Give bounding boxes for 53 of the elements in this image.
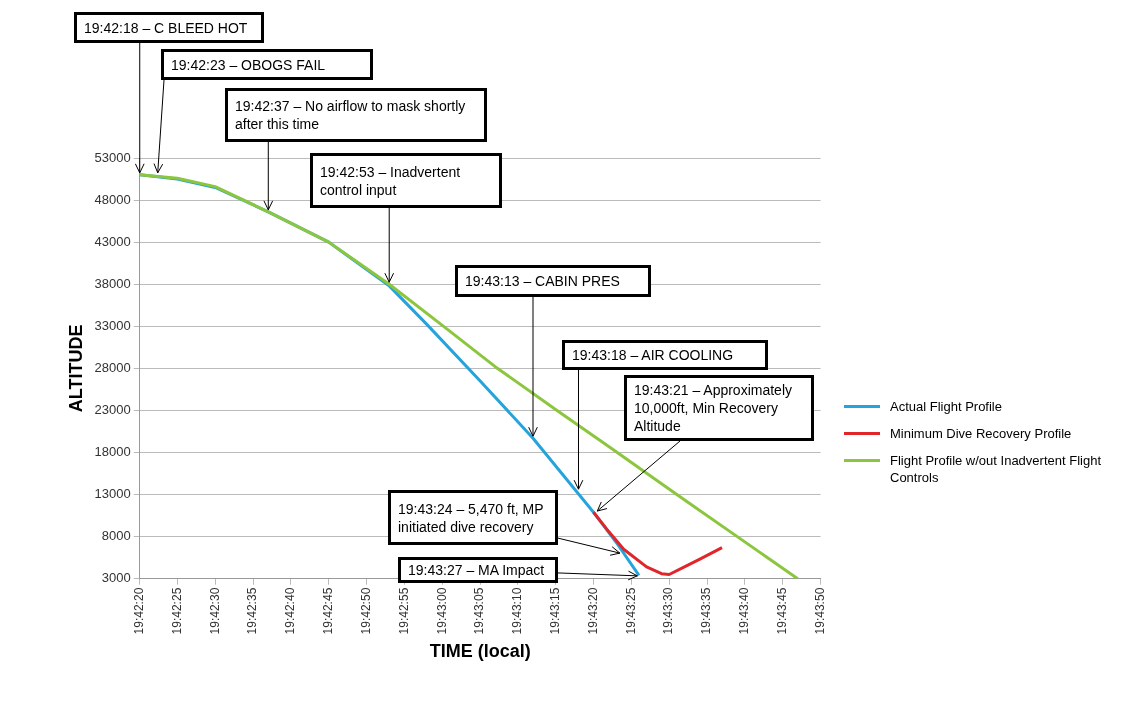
annotation: 19:42:37 – No airflow to mask shortly after this time	[235, 97, 467, 133]
x-tick-label: 19:43:25	[623, 587, 638, 635]
x-tick-label: 19:43:35	[699, 587, 714, 635]
y-axis-title: ALTITUDE	[65, 324, 86, 413]
y-tick-label: 23000	[94, 401, 131, 417]
annotation: 19:43:27 – MA Impact	[408, 561, 545, 579]
annotation: 19:43:13 – CABIN PRES	[465, 272, 620, 290]
x-tick-label: 19:43:30	[661, 587, 676, 635]
x-tick-label: 19:43:10	[510, 587, 525, 635]
legend-label: Actual Flight Profile	[890, 398, 1002, 415]
y-tick-label: 18000	[94, 444, 131, 460]
x-tick-label: 19:42:20	[132, 587, 147, 635]
y-tick-label: 13000	[94, 486, 131, 502]
x-tick-label: 19:42:50	[358, 587, 373, 635]
y-tick-label: 48000	[94, 191, 131, 207]
x-tick-label: 19:42:25	[169, 587, 184, 635]
x-tick-label: 19:43:05	[472, 587, 487, 635]
callout-box: 19:42:18 – C BLEED HOT	[74, 12, 264, 43]
callout-box: 19:42:53 – Inadvertent control input	[310, 153, 502, 208]
x-tick-label: 19:42:35	[245, 587, 260, 635]
callout-box: 19:42:23 – OBOGS FAIL	[161, 49, 373, 80]
x-tick-label: 19:42:45	[321, 587, 336, 635]
callout-box: 19:43:21 – Approximately 10,000ft, Min Recovery Altitude	[624, 375, 814, 441]
x-tick-label: 19:42:30	[207, 587, 222, 635]
x-tick-label: 19:43:00	[434, 587, 449, 635]
x-tick-label: 19:42:40	[283, 587, 298, 635]
y-tick-label: 8000	[101, 528, 131, 544]
annotation: 19:43:24 – 5,470 ft, MP initiated dive recovery	[398, 499, 545, 536]
annotation: 19:42:23 – OBOGS FAIL	[171, 55, 326, 74]
annotation: 19:42:53 – Inadvertent control input	[320, 162, 462, 199]
x-tick-label: 19:43:20	[585, 587, 600, 635]
callout-box: 19:42:37 – No airflow to mask shortly after this time	[225, 88, 487, 142]
y-tick-label: 53000	[94, 149, 131, 165]
callout-box: 19:43:18 – AIR COOLING	[562, 340, 768, 370]
legend-label: Flight Profile w/out Inadvertent Flight Controls	[890, 452, 1102, 486]
annotation: 19:42:18 – C BLEED HOT	[84, 18, 248, 37]
y-tick-label: 3000	[101, 570, 131, 586]
x-tick-label: 19:43:45	[775, 587, 790, 635]
legend-label: Minimum Dive Recovery Profile	[890, 425, 1072, 442]
annotation: 19:43:21 – Approximately 10,000ft, Min Recovery Altitude	[634, 381, 793, 435]
callout-box: 19:43:27 – MA Impact	[398, 557, 558, 583]
x-tick-label: 19:43:15	[547, 587, 562, 635]
y-tick-label: 38000	[94, 275, 131, 291]
callout-box: 19:43:13 – CABIN PRES	[455, 265, 651, 297]
callout-box: 19:43:24 – 5,470 ft, MP initiated dive recovery	[388, 490, 558, 545]
annotation: 19:43:18 – AIR COOLING	[572, 346, 734, 364]
y-tick-label: 43000	[94, 233, 131, 249]
x-axis-title: TIME (local)	[429, 641, 531, 662]
y-tick-label: 28000	[94, 359, 131, 375]
x-tick-label: 19:43:40	[737, 587, 752, 635]
x-tick-label: 19:43:50	[812, 587, 827, 635]
x-tick-label: 19:42:55	[396, 587, 411, 635]
y-tick-label: 33000	[94, 317, 131, 333]
